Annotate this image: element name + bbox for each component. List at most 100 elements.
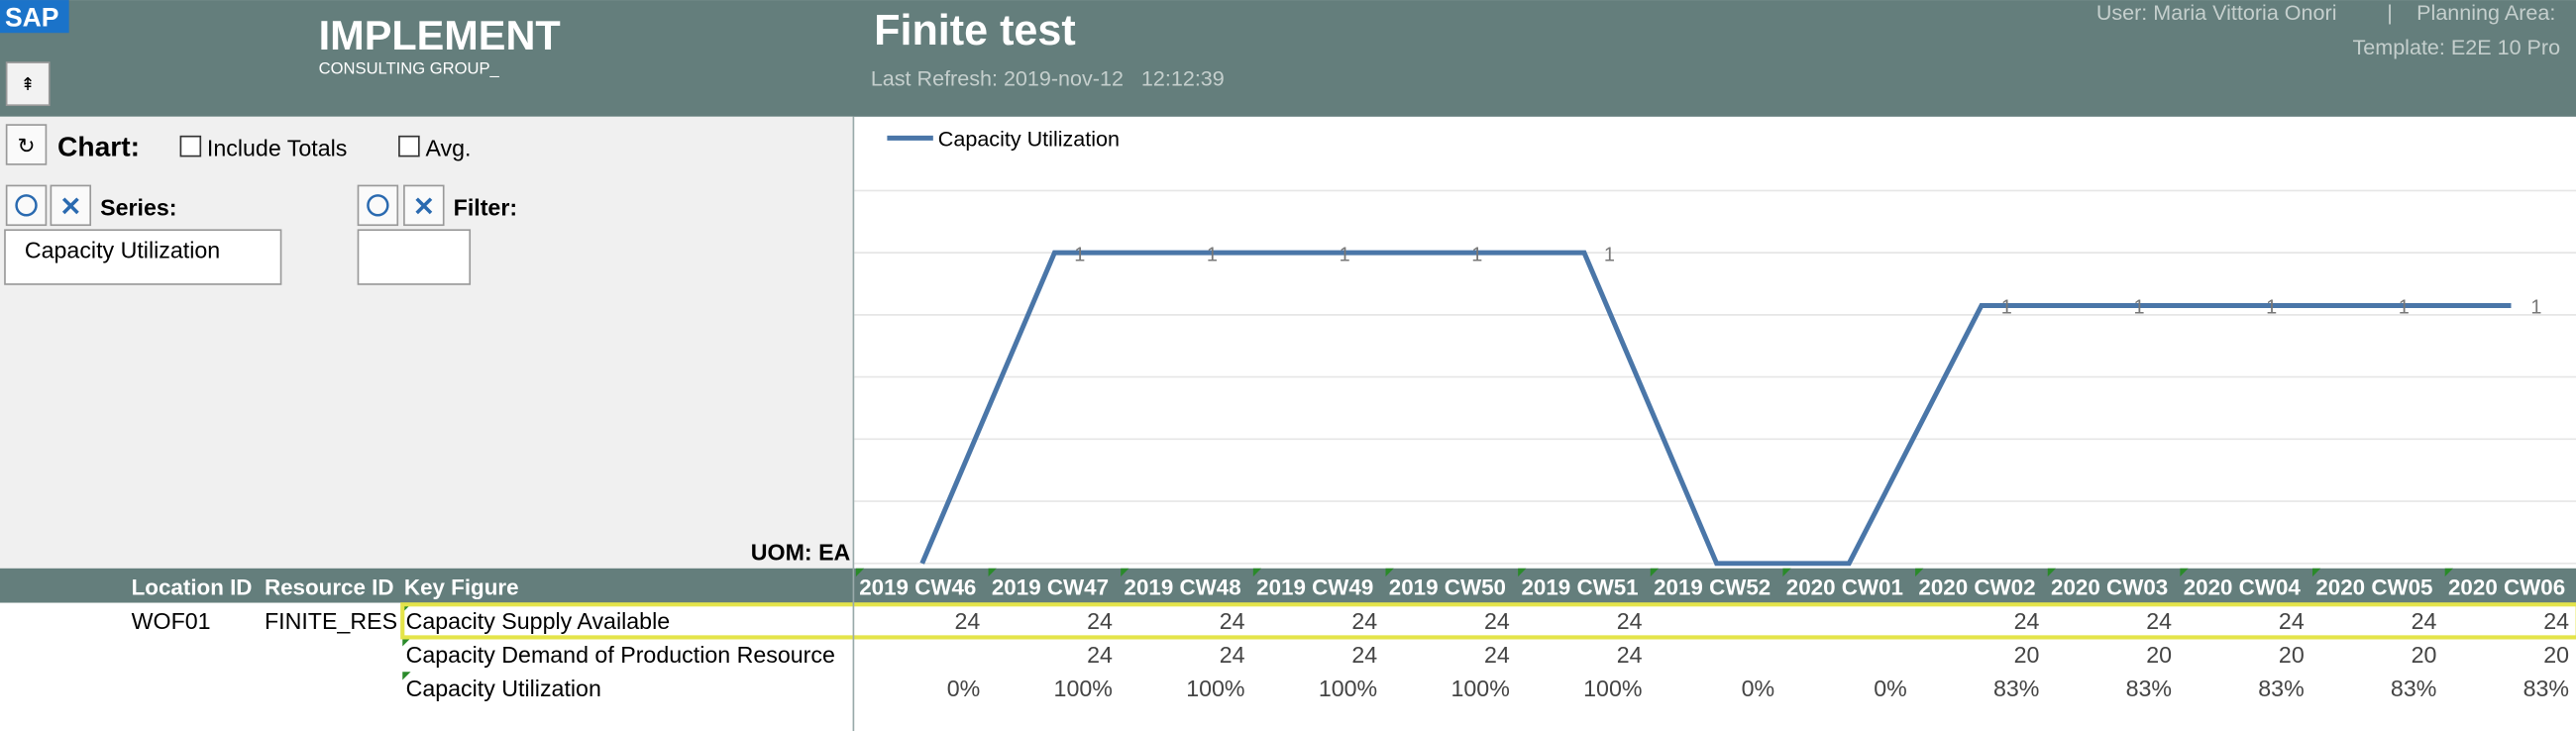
collapse-button[interactable]: [5, 61, 51, 107]
column-header: 2020 CW05: [2315, 574, 2432, 599]
legend-label: Capacity Utilization: [938, 127, 1120, 152]
cell-marker: [1782, 568, 1791, 577]
cell: 100%: [1450, 676, 1509, 701]
cell: 24: [1351, 642, 1377, 668]
column-header: 2020 CW03: [2051, 574, 2168, 599]
cell: 83%: [2258, 676, 2304, 701]
cell: 20: [2279, 642, 2305, 668]
cell: 24: [1220, 608, 1245, 634]
row-label: Capacity Utilization: [406, 676, 601, 701]
filter-list[interactable]: [357, 229, 472, 285]
company: IMPLEMENT: [319, 12, 561, 58]
cell: 24: [2412, 608, 2437, 634]
data-label: 1: [2133, 297, 2144, 319]
series-line: [919, 250, 2512, 567]
filter-label: Filter:: [454, 194, 517, 220]
cell: 83%: [1993, 676, 2039, 701]
cell: 20: [2543, 642, 2569, 668]
uom: UOM: EA: [751, 539, 851, 565]
cell: 0%: [1874, 676, 1907, 701]
column-header: 2020 CW01: [1786, 574, 1903, 599]
cell: 24: [2146, 608, 2172, 634]
row-label: Capacity Supply Available: [406, 608, 671, 634]
add-icon: [367, 194, 389, 217]
cell: 20: [2146, 642, 2172, 668]
column-header: 2020 CW06: [2448, 574, 2565, 599]
series-item: Capacity Utilization: [25, 237, 220, 262]
cell: 24: [1617, 608, 1643, 634]
cell: 0%: [1742, 676, 1775, 701]
collapse-icon: ⇞: [21, 73, 36, 94]
report-title: Finite test: [874, 7, 1076, 54]
data-label: 1: [1604, 244, 1615, 265]
cell: 24: [1087, 642, 1113, 668]
left-panel: [0, 116, 853, 569]
cell: 24: [1351, 608, 1377, 634]
template: Template: E2E 10 Pro: [2352, 35, 2560, 59]
remove-button[interactable]: [50, 184, 92, 227]
refresh-button[interactable]: [5, 124, 48, 165]
column-header: 2019 CW52: [1654, 574, 1771, 599]
column-header: Key Figure: [404, 574, 519, 599]
cell: 24: [1484, 608, 1510, 634]
cell: 24: [1617, 642, 1643, 668]
chart-label: Chart:: [57, 131, 140, 162]
last-refresh: Last Refresh: 2019-nov-12 12:12:39: [871, 65, 1225, 90]
logo: SAP: [5, 3, 59, 33]
series-list[interactable]: [4, 229, 282, 285]
cell: 24: [2014, 608, 2040, 634]
checkbox[interactable]: [179, 135, 202, 157]
cell-marker: [988, 568, 997, 577]
add-button[interactable]: [357, 184, 399, 227]
cell: 100%: [1583, 676, 1642, 701]
cell: 100%: [1319, 676, 1377, 701]
data-label: 1: [2530, 297, 2541, 319]
remove-icon: ✕: [59, 191, 81, 221]
cell-marker: [2444, 568, 2453, 577]
row-label: Capacity Demand of Production Resource: [406, 642, 835, 668]
add-button[interactable]: [5, 184, 48, 227]
cell: 24: [1087, 608, 1113, 634]
cell-marker: [402, 672, 411, 680]
company-sub: CONSULTING GROUP_: [319, 59, 500, 78]
cell-marker: [855, 568, 865, 577]
cell-marker: [2312, 568, 2321, 577]
column-header: 2019 CW51: [1521, 574, 1638, 599]
cell-marker: [2180, 568, 2189, 577]
refresh-icon: ↻: [17, 133, 35, 157]
chart: 1 1 1 1 1 1 1 1 1 1 Capacity Utilization: [854, 127, 2576, 567]
data-label: 1: [1074, 244, 1085, 265]
cell: 83%: [2391, 676, 2436, 701]
separator: |: [2387, 0, 2393, 25]
data-label: 1: [2399, 297, 2410, 319]
planning-area: Planning Area:: [2416, 0, 2555, 25]
data-label: 1: [2266, 297, 2277, 319]
avg: Avg.: [425, 136, 471, 161]
user: User: Maria Vittoria Onori: [2096, 0, 2337, 25]
cell: 20: [2412, 642, 2437, 668]
cell-marker: [1915, 568, 1924, 577]
cell: 100%: [1186, 676, 1244, 701]
remove-icon: ✕: [413, 191, 435, 221]
series-label: Series:: [100, 194, 176, 220]
data-label: 1: [1340, 244, 1350, 265]
data-label: 1: [2001, 297, 2012, 319]
remove-button[interactable]: [403, 184, 445, 227]
include-totals: Include Totals: [207, 136, 347, 161]
add-icon: [15, 194, 38, 217]
column-header: Resource ID: [265, 574, 394, 599]
table-header: [0, 568, 2576, 603]
data-label: 1: [1471, 244, 1482, 265]
column-header: 2019 CW49: [1256, 574, 1373, 599]
cell: 83%: [2126, 676, 2172, 701]
cell: 24: [2279, 608, 2305, 634]
checkbox[interactable]: [398, 135, 420, 157]
cell-marker: [402, 638, 411, 647]
table: Location ID Resource ID Key Figure 2019 CW4…: [132, 568, 2569, 701]
column-header: 2019 CW47: [992, 574, 1109, 599]
cell: 100%: [1054, 676, 1113, 701]
cell-marker: [2047, 568, 2057, 577]
cell: 24: [2543, 608, 2569, 634]
